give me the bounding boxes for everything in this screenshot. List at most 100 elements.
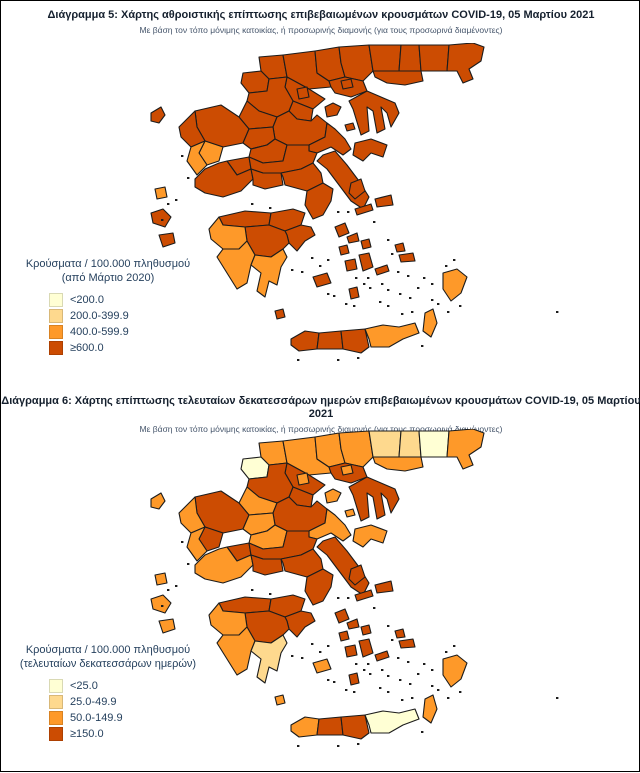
page-title: Διάγραμμα 5: Χάρτης αθροιστικής επίπτωση…	[47, 9, 595, 21]
legend-items: <25.0 25.0-49.9 50.0-149.9 ≥150.0	[49, 678, 209, 741]
region-lefkada	[154, 186, 168, 200]
region-corfu	[150, 106, 166, 124]
page-subtitle: Με βάση τον τόπο μόνιμης κατοικίας, ή πρ…	[139, 25, 503, 36]
islet-mark	[181, 541, 184, 543]
islet-mark	[175, 199, 178, 201]
legend-row: 25.0-49.9	[49, 694, 209, 709]
islet-mark	[447, 697, 450, 699]
islet-mark	[347, 597, 350, 599]
region-naxos	[358, 252, 374, 272]
islet-mark	[397, 657, 400, 659]
region-mykonos	[360, 624, 372, 636]
region-tinos	[346, 618, 360, 630]
region-chalkidiki	[348, 90, 400, 136]
region-chios	[348, 564, 366, 586]
region-chania	[290, 330, 320, 352]
islet-mark	[327, 645, 330, 647]
region-attiki	[304, 182, 334, 220]
region-syros	[338, 244, 350, 256]
region-sporades	[344, 122, 356, 132]
legend-swatch	[49, 324, 63, 339]
legend-label: 200.0-399.9	[70, 309, 129, 322]
islet-mark	[391, 639, 394, 641]
islet-mark	[437, 303, 440, 305]
islet-mark	[367, 663, 370, 665]
region-sporades	[344, 508, 356, 518]
islet-mark	[423, 277, 426, 279]
region-argolida	[284, 224, 316, 252]
region-andros	[334, 608, 350, 624]
region-thasos	[296, 86, 310, 100]
islet-mark	[291, 655, 294, 657]
region-chios	[348, 178, 366, 200]
region-fokida	[250, 554, 284, 576]
legend-row: <200.0	[49, 292, 209, 307]
region-serres	[338, 44, 374, 82]
region-ikaria	[354, 589, 374, 602]
islet-mark	[167, 203, 170, 205]
islet-mark	[407, 275, 410, 277]
panel-cumulative-map: Διάγραμμα 5: Χάρτης αθροιστικής επίπτωση…	[1, 1, 640, 387]
region-rhodes	[442, 268, 468, 302]
legend-row: <25.0	[49, 678, 209, 693]
region-zakynthos	[158, 232, 176, 248]
islet-mark	[251, 203, 254, 205]
region-xanthi	[398, 430, 422, 458]
region-syros	[338, 630, 350, 642]
region-drama	[368, 44, 402, 72]
legend-title: Κρούσματα / 100.000 πληθυσμού (από Μάρτι…	[7, 257, 209, 286]
legend-swatch	[49, 308, 63, 323]
islet-mark	[353, 305, 356, 307]
legend-items: <200.0 200.0-399.9 400.0-599.9 ≥600.0	[49, 292, 209, 355]
region-kefalonia	[150, 594, 172, 614]
islet-mark	[345, 689, 348, 691]
region-kalymnos	[394, 628, 406, 639]
islet-mark	[333, 681, 336, 683]
legend-14day: Κρούσματα / 100.000 πληθυσμού (τελευταίω…	[7, 643, 209, 743]
islet-mark	[333, 295, 336, 297]
islet-mark	[431, 283, 434, 285]
region-lefkada	[154, 572, 168, 586]
region-limnos	[324, 488, 342, 504]
islet-mark	[387, 625, 390, 627]
region-heraklion	[340, 328, 370, 354]
islet-mark	[363, 669, 366, 671]
region-samothraki	[340, 464, 354, 476]
legend-row: 50.0-149.9	[49, 710, 209, 725]
region-rodopi	[418, 44, 450, 72]
region-rhodes	[442, 654, 468, 688]
region-thasos	[296, 472, 310, 486]
region-samothraki	[340, 78, 354, 90]
islet-mark	[327, 293, 330, 295]
legend-title: Κρούσματα / 100.000 πληθυσμού (τελευταίω…	[7, 643, 209, 672]
page-subtitle: Με βάση τον τόπο μόνιμης κατοικίας, ή πρ…	[139, 424, 503, 435]
islet-mark	[175, 585, 178, 587]
islet-mark	[387, 305, 390, 307]
islet-mark	[391, 253, 394, 255]
legend-swatch	[49, 726, 63, 741]
region-lasithi	[364, 708, 420, 734]
region-rethymno	[316, 716, 344, 736]
islet-mark	[357, 357, 360, 359]
islet-mark	[453, 259, 456, 261]
region-achaia	[218, 596, 272, 614]
islet-mark	[411, 311, 414, 313]
islet-mark	[311, 643, 314, 645]
islet-mark	[431, 685, 434, 687]
islet-mark	[353, 691, 356, 693]
region-evros	[446, 429, 485, 470]
islet-mark	[459, 305, 462, 307]
legend-title-line1: Κρούσματα / 100.000 πληθυσμού	[25, 644, 191, 656]
region-kythira	[274, 694, 286, 706]
region-lakonia	[250, 634, 288, 684]
region-karpathos	[422, 694, 438, 724]
islet-mark	[387, 239, 390, 241]
region-corfu	[150, 492, 166, 510]
legend-row: ≥150.0	[49, 726, 209, 741]
region-kastoria	[240, 456, 270, 480]
islet-mark	[187, 563, 190, 565]
legend-label: ≥150.0	[70, 727, 104, 740]
legend-label: <25.0	[70, 679, 98, 692]
legend-row: ≥600.0	[49, 340, 209, 355]
